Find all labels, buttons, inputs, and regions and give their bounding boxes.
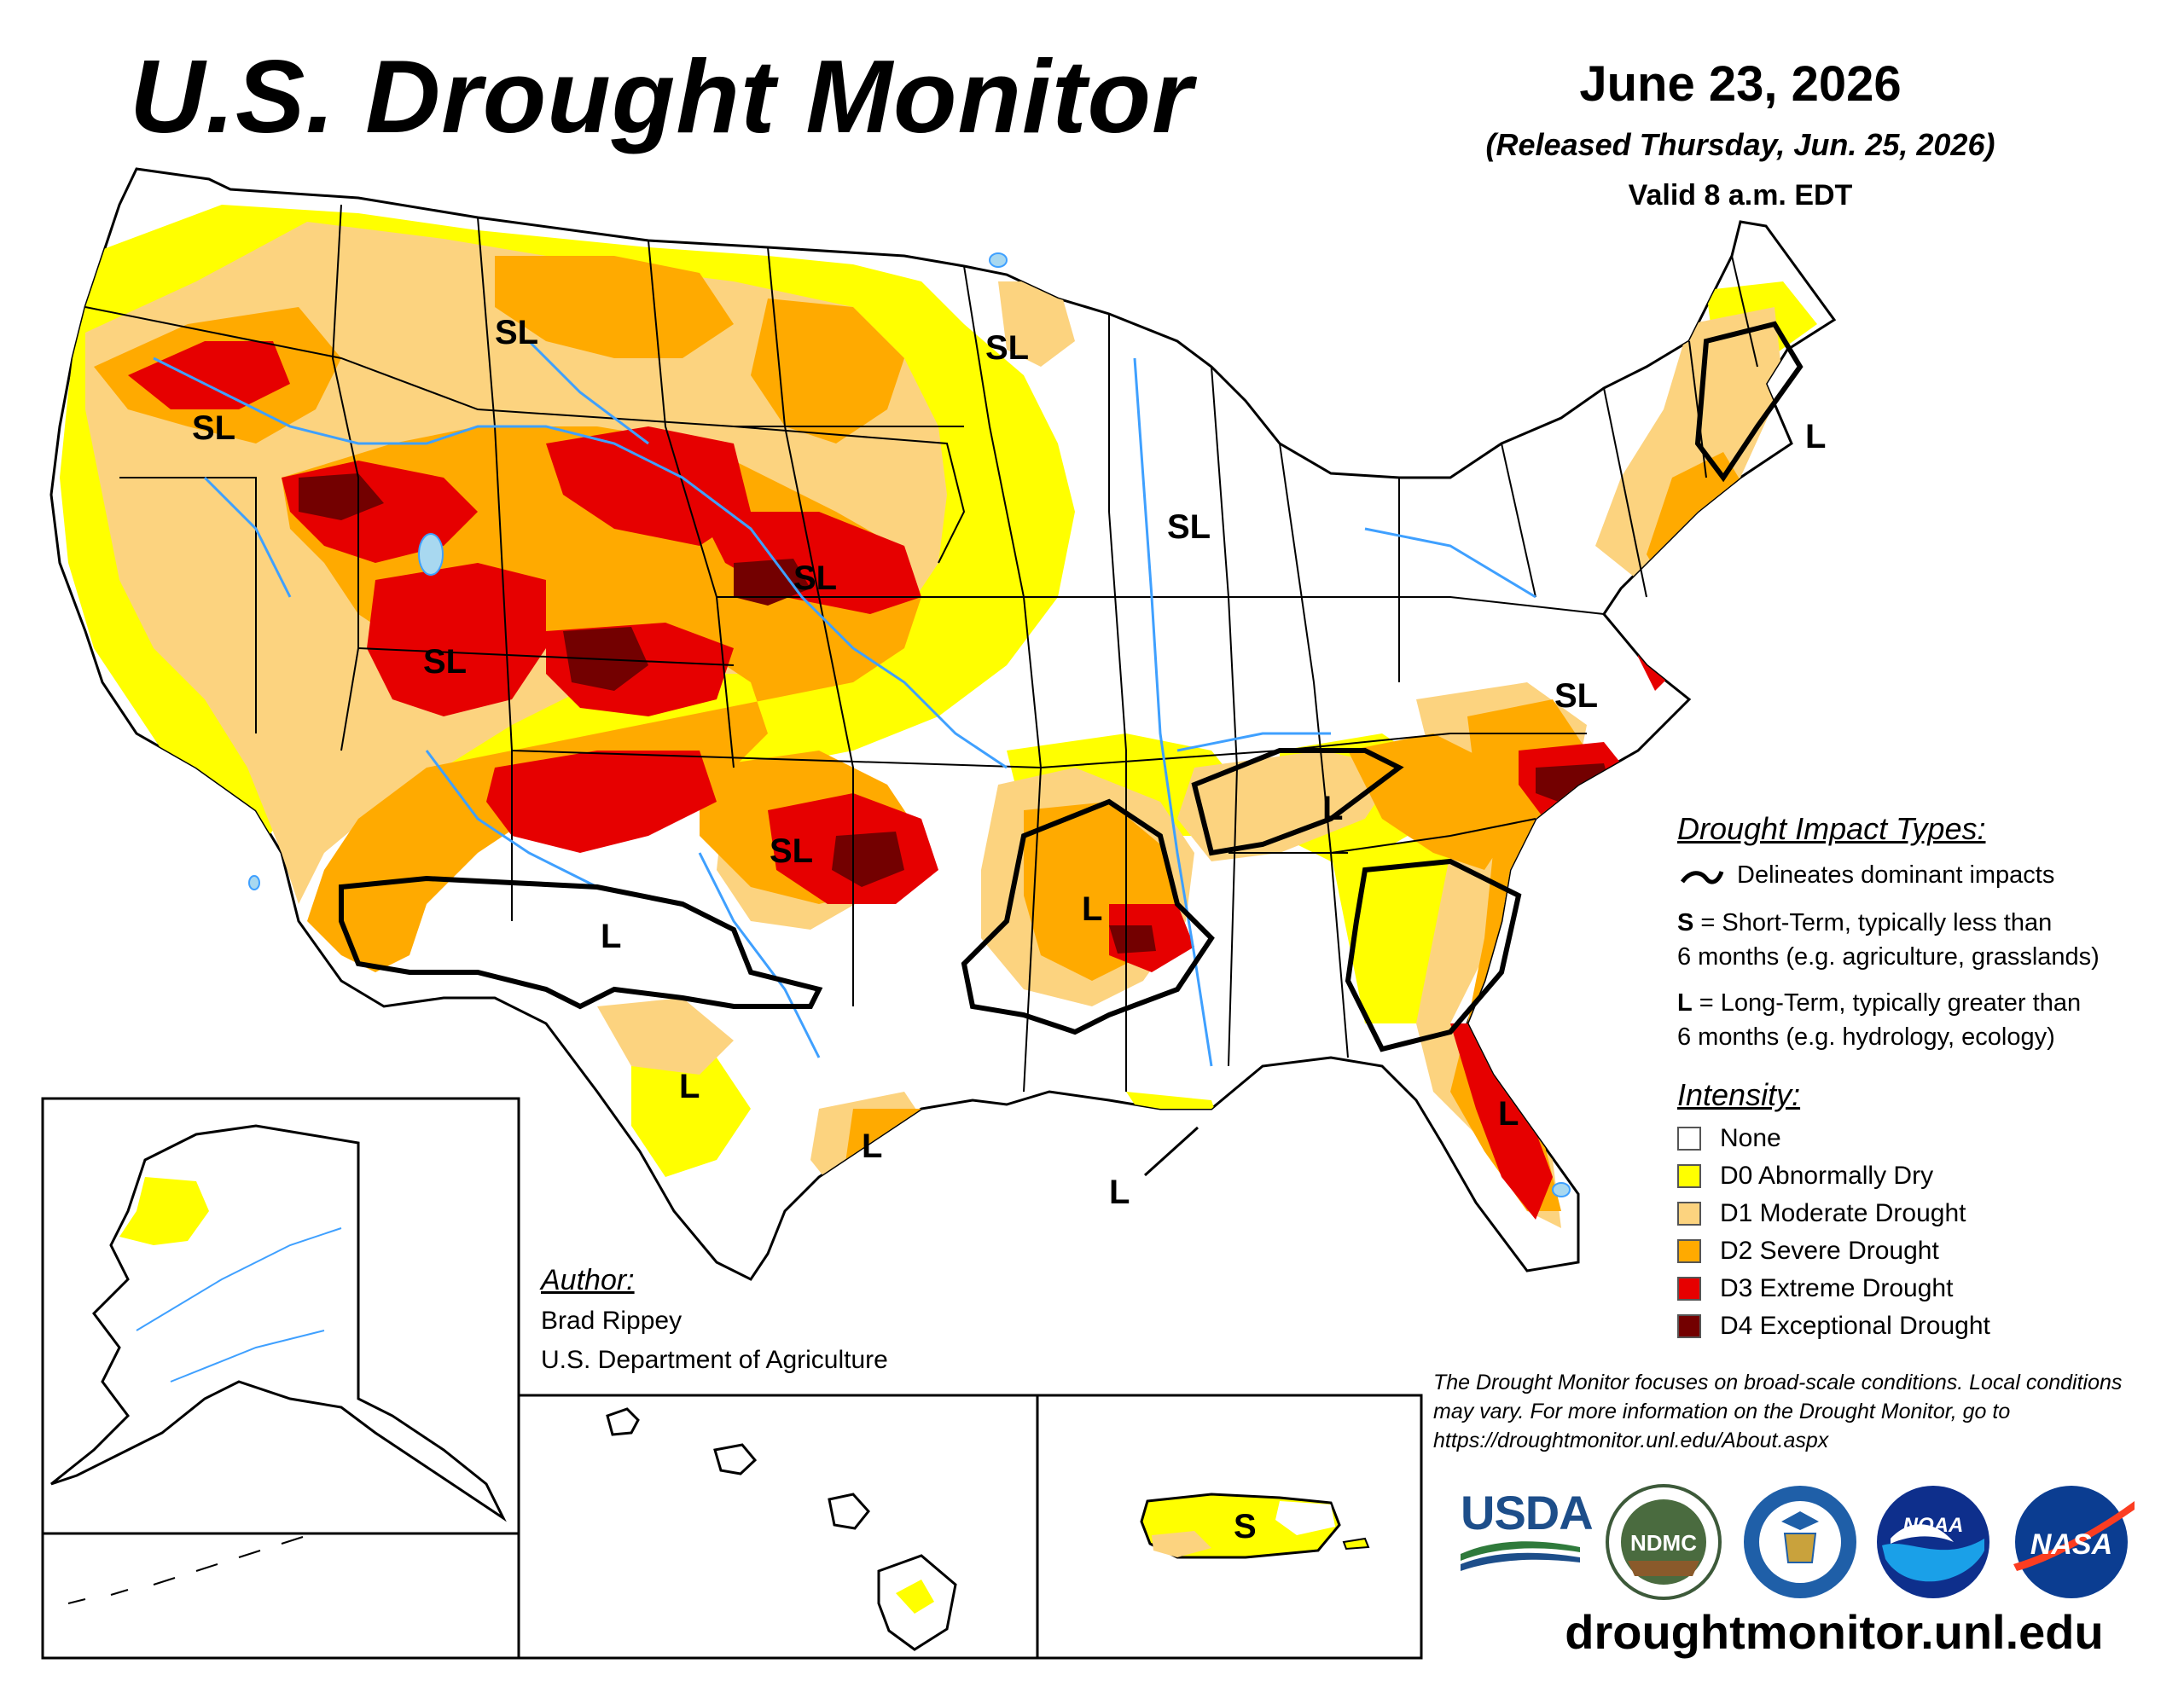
long-term-desc-1: = Long-Term, typically greater than <box>1699 989 2082 1017</box>
intensity-label: None <box>1720 1124 1781 1152</box>
alaska-inset <box>50 1124 507 1604</box>
maui-outline <box>828 1493 870 1530</box>
map-label-l-new-mexico: L <box>601 918 622 955</box>
swatch-d4 <box>1677 1314 1701 1338</box>
oahu-outline <box>713 1443 758 1475</box>
website-url: droughtmonitor.unl.edu <box>1565 1605 2104 1659</box>
map-label-sl-oklahoma: SL <box>770 832 814 870</box>
short-term-legend: S = Short-Term, typically less than 6 mo… <box>1677 906 2184 974</box>
intensity-item-none: None <box>1677 1122 1781 1155</box>
long-term-desc-2: 6 months (e.g. hydrology, ecology) <box>1677 1023 2055 1051</box>
nasa-text: NASA <box>2030 1528 2112 1561</box>
intensity-item-d3: D3 Extreme Drought <box>1677 1272 1953 1305</box>
impact-boundaries <box>339 321 1804 1052</box>
intensity-item-d1: D1 Moderate Drought <box>1677 1197 1966 1230</box>
disclaimer-note: The Drought Monitor focuses on broad-sca… <box>1433 1371 2123 1452</box>
map-label-l-arkansas: L <box>1082 890 1103 928</box>
puerto-rico-d1 <box>1152 1531 1211 1557</box>
ndmc-logo: NDMC <box>1606 1484 1722 1600</box>
intensity-item-d2: D2 Severe Drought <box>1677 1235 1939 1267</box>
map-label-sl-montana: SL <box>495 314 539 351</box>
map-label-l-florida: L <box>1498 1095 1519 1133</box>
swatch-d1 <box>1677 1202 1701 1226</box>
short-term-key: S <box>1677 909 1694 936</box>
swatch-d3 <box>1677 1277 1701 1301</box>
louisiana-pointer-line <box>1143 1126 1199 1177</box>
intensity-label: D0 Abnormally Dry <box>1720 1162 1934 1190</box>
kauai-outline <box>606 1407 640 1436</box>
map-label-l-new-england: L <box>1805 418 1827 455</box>
map-label-l-tennessee: L <box>1322 790 1344 827</box>
author-heading: Author: <box>541 1264 635 1296</box>
valid-time: Valid 8 a.m. EDT <box>1628 179 1853 212</box>
alaska-d0 <box>119 1177 209 1245</box>
map-label-sl-virginia: SL <box>1554 677 1599 715</box>
intensity-item-d4: D4 Exceptional Drought <box>1677 1310 1990 1342</box>
map-label-l-west-texas: L <box>679 1068 700 1105</box>
ndmc-text: NDMC <box>1630 1530 1697 1556</box>
rivers <box>153 339 1536 1067</box>
delineates-label: Delineates dominant impacts <box>1737 861 2055 889</box>
noaa-logo: NOAA <box>1877 1486 1989 1598</box>
intensity-heading: Intensity: <box>1677 1077 1801 1112</box>
big-island-d0 <box>896 1580 934 1614</box>
intensity-label: D4 Exceptional Drought <box>1720 1312 1990 1340</box>
short-term-desc-2: 6 months (e.g. agriculture, grasslands) <box>1677 943 2100 971</box>
aleutian-islands <box>67 1536 304 1604</box>
map-label-s-puerto-rico: S <box>1234 1508 1257 1545</box>
map-label-sl-nebraska: SL <box>793 559 838 597</box>
inset-frames <box>41 1097 1423 1660</box>
map-label-sl-minnesota: SL <box>985 329 1030 367</box>
release-date: (Released Thursday, Jun. 25, 2026) <box>1485 127 1995 162</box>
impact-types-heading: Drought Impact Types: <box>1677 811 1986 846</box>
lakes <box>248 252 1571 1197</box>
intensity-label: D1 Moderate Drought <box>1720 1199 1966 1227</box>
map-date: June 23, 2026 <box>1579 56 1902 112</box>
swatch-d2 <box>1677 1239 1701 1263</box>
long-term-legend: L = Long-Term, typically greater than 6 … <box>1677 986 2184 1054</box>
map-label-l-louisiana: L <box>1109 1174 1130 1211</box>
swatch-d0 <box>1677 1164 1701 1188</box>
commerce-seal-icon <box>1744 1486 1856 1598</box>
usda-logo: USDA <box>1461 1486 1594 1539</box>
puerto-rico-white <box>1275 1501 1335 1535</box>
long-term-key: L <box>1677 989 1693 1017</box>
vieques-outline <box>1342 1537 1370 1551</box>
intensity-label: D3 Extreme Drought <box>1720 1274 1954 1302</box>
author-name: Brad Rippey <box>541 1307 682 1335</box>
map-label-l-south-texas: L <box>862 1128 883 1165</box>
page-title: U.S. Drought Monitor <box>130 38 1194 154</box>
alaska-outline <box>50 1124 507 1522</box>
map-label-sl-wisconsin: SL <box>1167 508 1211 546</box>
map-label-sl-utah: SL <box>423 643 468 681</box>
state-borders <box>84 204 1758 1093</box>
puerto-rico-inset <box>1140 1493 1370 1559</box>
author-org: U.S. Department of Agriculture <box>541 1346 888 1374</box>
short-term-desc-1: = Short-Term, typically less than <box>1700 909 2053 936</box>
swatch-none <box>1677 1127 1701 1151</box>
nasa-logo: NASA <box>2013 1486 2135 1598</box>
map-label-sl-northwest: SL <box>192 409 236 447</box>
intensity-item-d0: D0 Abnormally Dry <box>1677 1160 1933 1192</box>
usda-swoosh-icon <box>1461 1541 1580 1571</box>
intensity-label: D2 Severe Drought <box>1720 1237 1939 1265</box>
noaa-text: NOAA <box>1903 1514 1964 1537</box>
alaska-rivers <box>136 1227 342 1383</box>
hawaii-inset <box>606 1407 957 1651</box>
delineates-icon <box>1680 871 1724 884</box>
